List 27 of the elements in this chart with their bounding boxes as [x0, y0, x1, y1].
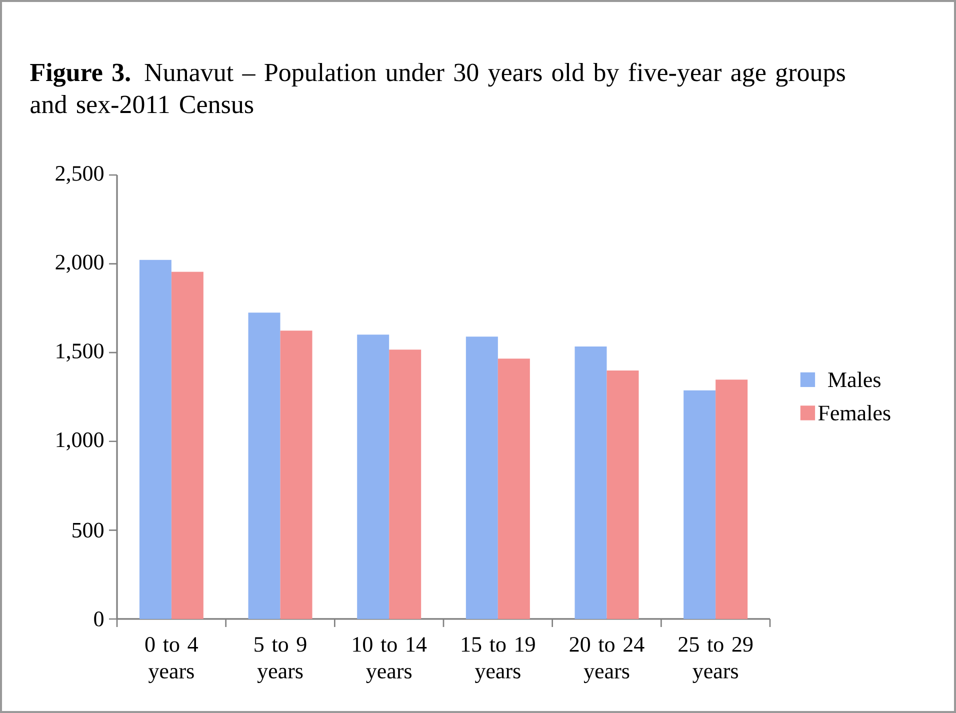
- bar: [606, 370, 639, 619]
- bar: [280, 330, 312, 619]
- y-tick-label: 2,500: [56, 166, 104, 184]
- legend-label: Males: [828, 372, 880, 388]
- bar: [684, 390, 716, 619]
- y-tick-label: 1,000: [56, 432, 104, 450]
- chart-title: Figure 3. Nunavut – Population under 30 years old by five-year age groups and sex-2011 Census: [30, 62, 845, 114]
- y-tick-label: 500: [72, 522, 104, 538]
- bar: [389, 350, 422, 619]
- y-tick-label: 0: [94, 612, 104, 626]
- y-tick-label: 2,000: [56, 254, 104, 273]
- bar: [498, 358, 530, 619]
- x-tick-label: 25 to 29 years: [678, 637, 753, 684]
- x-tick-label: 15 to 19 years: [462, 637, 535, 684]
- bar: [357, 334, 390, 619]
- bar: [574, 346, 607, 619]
- bar: [466, 336, 498, 619]
- y-tick-label: 1,500: [56, 344, 104, 362]
- bar: [139, 260, 172, 619]
- x-tick-label: 20 to 24 years: [570, 637, 644, 684]
- x-tick-label: 0 to 4 years: [145, 637, 198, 684]
- legend-label: Females: [818, 404, 890, 420]
- bar: [716, 380, 748, 619]
- bar: [248, 312, 280, 619]
- x-tick-label: 10 to 14 years: [353, 637, 427, 684]
- x-tick-label: 5 to 9 years: [254, 637, 306, 684]
- bar: [171, 272, 204, 619]
